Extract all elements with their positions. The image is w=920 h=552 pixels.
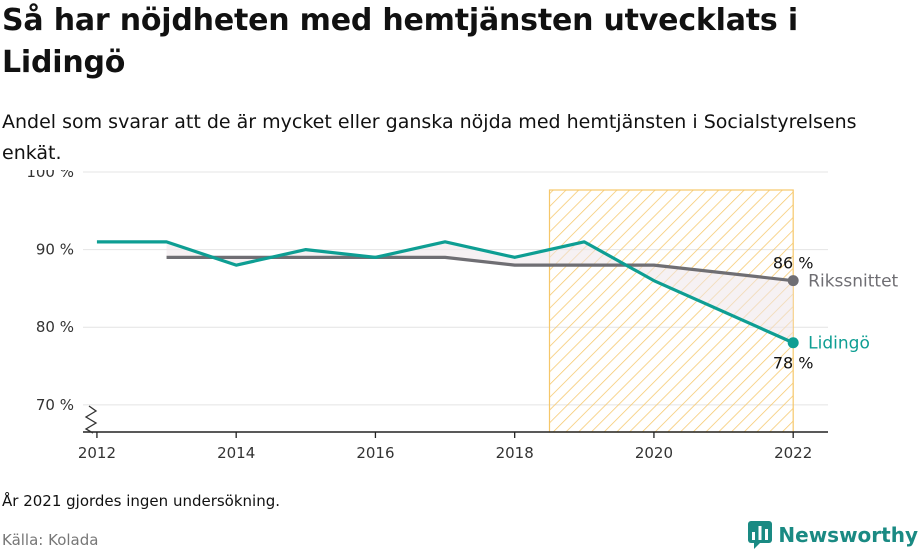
x-tick-label: 2016 <box>356 444 394 462</box>
x-axis-labels: 2012 2014 2016 2018 2020 2022 <box>78 444 812 462</box>
chart-bubble-icon <box>748 521 773 549</box>
page-title: Så har nöjdheten med hemtjänsten utveckl… <box>2 3 798 80</box>
series-name-riket: Rikssnittet <box>808 272 898 292</box>
difference-area <box>166 241 794 343</box>
value-label-riket: 86 % <box>773 254 814 273</box>
series-line-riket <box>166 255 794 283</box>
x-tick-label: 2014 <box>217 444 255 462</box>
source-text: Källa: Kolada <box>2 531 99 549</box>
brand-logo: Newsworthy <box>748 520 918 550</box>
value-label-lidingo: 78 % <box>773 354 814 373</box>
line-chart: 70 %80 %90 %100 % 2012 2014 2016 2018 2020 20… <box>26 170 899 462</box>
end-point-lidingo <box>787 337 799 349</box>
y-tick-label: 80 % <box>36 318 74 336</box>
y-tick-label: 70 % <box>36 396 74 414</box>
y-tick-label: 100 % <box>26 170 74 181</box>
x-tick-label: 2012 <box>78 444 116 462</box>
y-axis-labels: 70 % 80 % 90 % 100 % <box>26 170 74 414</box>
end-point-riket <box>787 275 799 287</box>
series-name-lidingo: Lidingö <box>808 334 870 354</box>
x-tick-label: 2022 <box>774 444 812 462</box>
series-line-lidingo <box>96 240 794 345</box>
x-axis <box>83 405 828 438</box>
footnote: År 2021 gjordes ingen undersökning. <box>2 492 281 510</box>
brand-name: Newsworthy <box>778 523 918 547</box>
x-tick-label: 2018 <box>496 444 534 462</box>
series-lines <box>96 240 799 349</box>
chart-subtitle: Andel som svarar att de är mycket eller … <box>2 111 857 164</box>
y-tick-label: 90 % <box>36 241 74 259</box>
x-tick-label: 2020 <box>635 444 673 462</box>
axis-break-icon <box>84 405 98 434</box>
